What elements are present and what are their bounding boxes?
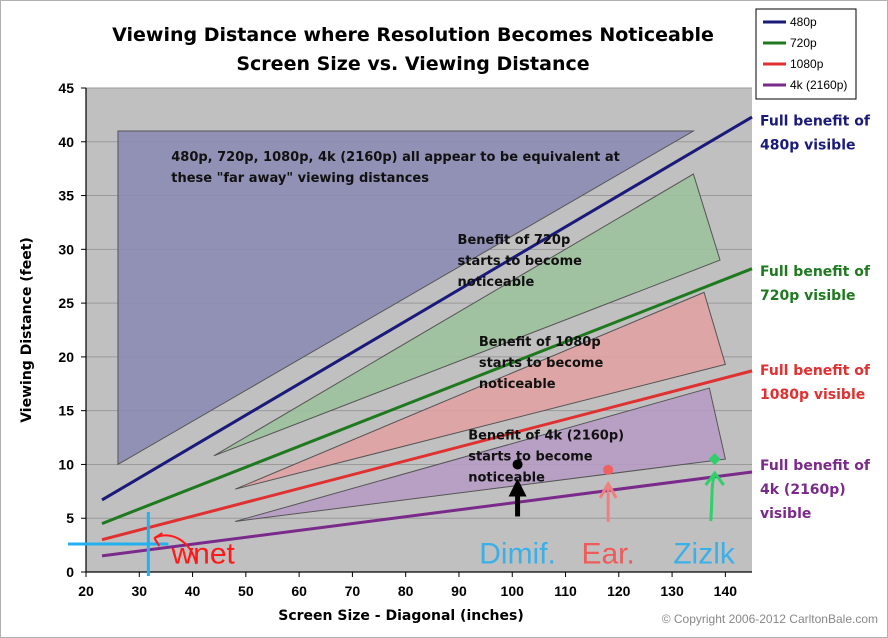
y-tick-label: 15 <box>58 403 74 419</box>
y-tick-label: 10 <box>58 456 74 472</box>
x-tick-label: 90 <box>451 583 467 599</box>
benefit-label-line: 480p visible <box>760 138 856 154</box>
legend-label: 480p <box>790 15 817 29</box>
benefit-label-line: visible <box>760 506 811 522</box>
zone-label-line: 480p, 720p, 1080p, 4k (2160p) all appear… <box>171 150 620 165</box>
zone-label-line: Benefit of 1080p <box>479 335 601 350</box>
x-tick-label: 50 <box>238 583 254 599</box>
zone-label-line: noticeable <box>458 275 535 290</box>
x-tick-label: 140 <box>714 583 738 599</box>
zone-label-line: starts to become <box>458 254 583 269</box>
x-tick-label: 20 <box>78 583 94 599</box>
y-tick-label: 30 <box>58 241 74 257</box>
x-tick-label: 110 <box>554 583 577 599</box>
legend-label: 720p <box>790 36 817 50</box>
zone-label-line: these "far away" viewing distances <box>171 171 429 186</box>
series-line-4k (2160p) <box>101 470 753 558</box>
series-line-720p <box>101 267 753 525</box>
x-axis-label: Screen Size - Diagonal (inches) <box>278 608 523 624</box>
y-tick-label: 25 <box>58 295 74 311</box>
dimif-marker <box>512 459 523 470</box>
x-tick-label: 70 <box>345 583 361 599</box>
x-tick-label: 60 <box>291 583 307 599</box>
wnet-arrowhead <box>153 532 163 547</box>
y-tick-label: 20 <box>58 349 74 365</box>
x-tick-label: 130 <box>660 583 684 599</box>
x-tick-label: 100 <box>501 583 525 599</box>
ear-arrowhead <box>598 480 618 499</box>
benefit-label-line: 1080p visible <box>760 387 865 403</box>
region-polygon <box>213 173 721 457</box>
y-axis-label: Viewing Distance (feet) <box>19 237 35 423</box>
annotation-label: Ear. <box>581 537 634 570</box>
region-polygon <box>117 130 696 466</box>
zizlk-arrowhead <box>704 470 725 486</box>
legend: 480p 720p 1080p 4k (2160p) <box>755 8 857 100</box>
legend-label: 4k (2160p) <box>790 78 847 92</box>
zone-label-line: Benefit of 4k (2160p) <box>468 429 624 444</box>
zone-label-line: Benefit of 720p <box>458 233 571 248</box>
x-tick-label: 80 <box>398 583 414 599</box>
region-polygon <box>235 387 726 522</box>
y-tick-label: 40 <box>58 134 74 150</box>
y-tick-label: 35 <box>58 188 74 204</box>
benefit-label-line: 720p visible <box>760 288 856 304</box>
benefit-label-line: Full benefit of <box>760 458 871 474</box>
zone-label-line: noticeable <box>479 377 556 392</box>
series-line-480p <box>101 115 753 502</box>
series-line-1080p <box>101 369 753 542</box>
legend-label: 1080p <box>790 57 824 71</box>
y-tick-label: 0 <box>66 564 74 580</box>
copyright-text: © Copyright 2006-2012 CarltonBale.com <box>662 612 878 626</box>
zizlk-arrow-shaft <box>709 474 717 522</box>
annotation-label: Dimif. <box>479 537 556 570</box>
ear-marker <box>603 464 614 475</box>
x-tick-label: 30 <box>131 583 147 599</box>
y-tick-label: 45 <box>58 80 74 96</box>
x-tick-label: 40 <box>185 583 201 599</box>
benefit-label-line: Full benefit of <box>760 114 871 130</box>
zone-label-line: starts to become <box>468 450 593 465</box>
benefit-label-line: Full benefit of <box>760 363 871 379</box>
benefit-label-line: Full benefit of <box>760 264 871 280</box>
x-tick-label: 120 <box>607 583 631 599</box>
zone-label-line: starts to become <box>479 356 604 371</box>
chart-title: Viewing Distance where Resolution Become… <box>112 24 714 46</box>
zizlk-marker <box>708 453 721 466</box>
zone-label-line: noticeable <box>468 471 545 486</box>
chart-subtitle: Screen Size vs. Viewing Distance <box>236 53 589 75</box>
dimif-arrowhead <box>508 478 527 497</box>
annotation-label: Zizlk <box>673 537 736 570</box>
region-polygon <box>234 291 726 490</box>
annotation-label: wnet <box>171 537 236 570</box>
y-tick-label: 5 <box>66 510 74 526</box>
benefit-label-line: 4k (2160p) <box>760 482 846 498</box>
